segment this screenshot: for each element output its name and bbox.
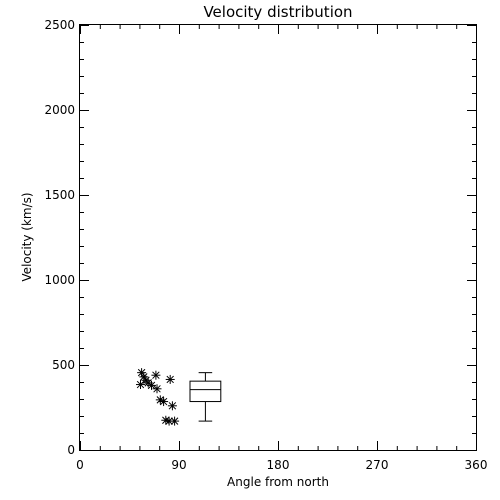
y-tick-label: 500: [52, 358, 75, 372]
data-point: [167, 401, 177, 411]
boxplot: [189, 372, 222, 422]
data-point: [159, 397, 169, 407]
y-tick-label: 0: [67, 443, 75, 457]
data-point: [151, 370, 161, 380]
x-tick-label: 180: [267, 458, 290, 472]
y-tick-label: 1000: [44, 273, 75, 287]
data-point: [170, 416, 180, 426]
y-tick-label: 2000: [44, 103, 75, 117]
data-point: [164, 416, 174, 426]
scatter-points: [136, 368, 180, 426]
y-tick-label: 1500: [44, 188, 75, 202]
data-point: [136, 380, 145, 390]
data-point: [165, 374, 175, 384]
y-axis-label: Velocity (km/s): [20, 192, 34, 281]
x-tick-label: 90: [171, 458, 186, 472]
data-point: [152, 384, 162, 394]
data-point: [147, 380, 156, 390]
axis-ticks: [80, 25, 477, 451]
x-tick-label: 0: [76, 458, 84, 472]
x-axis-label: Angle from north: [227, 475, 329, 489]
chart-title: Velocity distribution: [203, 3, 352, 21]
x-tick-label: 360: [465, 458, 488, 472]
tick-labels: 0 90 180 270 360 0 500 1000 1500 2000 2500: [44, 18, 487, 472]
y-tick-label: 2500: [44, 18, 75, 32]
x-tick-label: 270: [366, 458, 389, 472]
plot-frame: [79, 24, 477, 451]
box-iqr: [189, 380, 222, 403]
